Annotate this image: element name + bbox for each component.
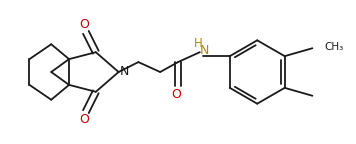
Text: N: N [120,66,129,78]
Text: H: H [193,37,202,50]
Text: N: N [200,44,209,57]
Text: CH₃: CH₃ [324,42,344,52]
Text: O: O [79,18,89,31]
Text: O: O [171,88,181,101]
Text: O: O [79,113,89,126]
